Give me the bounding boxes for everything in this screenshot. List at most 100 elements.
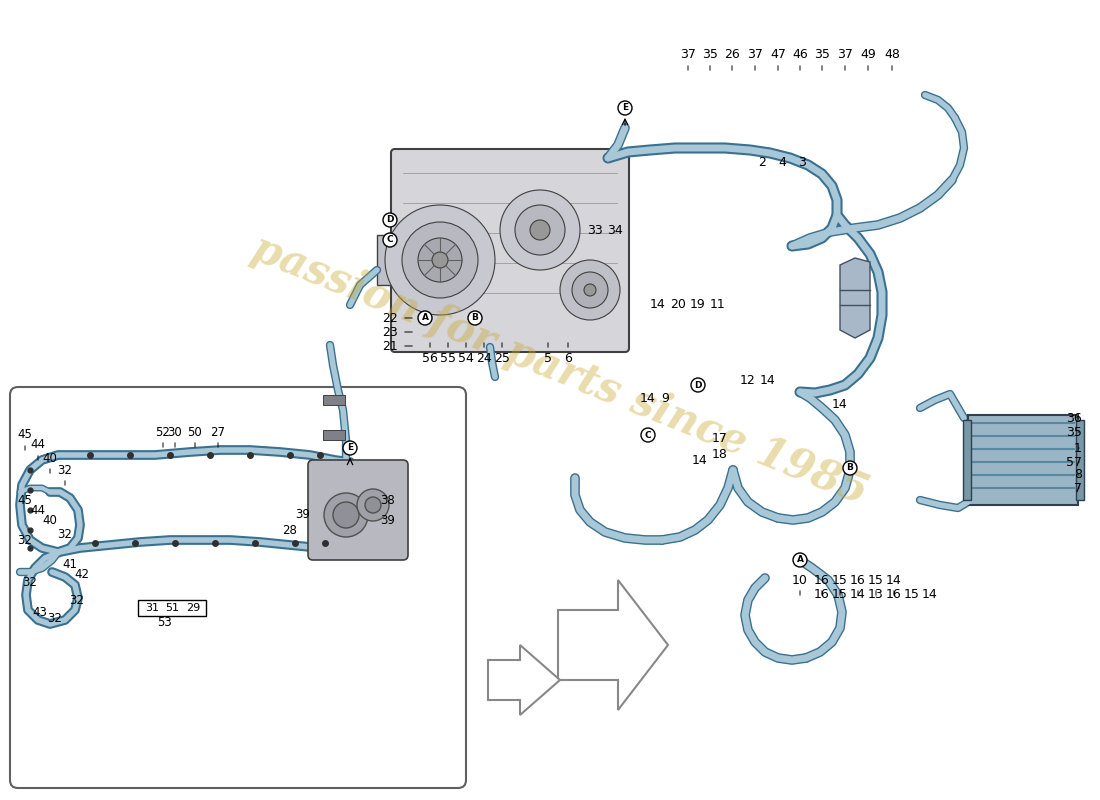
Text: 10: 10 [792, 574, 807, 586]
Text: 22: 22 [383, 311, 398, 325]
Text: 15: 15 [832, 589, 848, 602]
Text: 40: 40 [43, 514, 57, 526]
Text: 47: 47 [770, 49, 785, 62]
Text: 30: 30 [167, 426, 183, 438]
Bar [377, 235, 395, 285]
Text: 46: 46 [792, 49, 807, 62]
Polygon shape [558, 580, 668, 710]
Text: 52: 52 [155, 426, 170, 438]
Bar [968, 415, 1078, 505]
Circle shape [383, 213, 397, 227]
Polygon shape [488, 645, 560, 715]
Text: 25: 25 [494, 351, 510, 365]
Text: 16: 16 [850, 574, 866, 586]
Text: 29: 29 [186, 603, 200, 613]
Text: 27: 27 [210, 426, 225, 438]
FancyBboxPatch shape [308, 460, 408, 560]
Circle shape [358, 489, 389, 521]
Text: 14: 14 [692, 454, 708, 466]
Text: 14: 14 [850, 589, 866, 602]
Text: 43: 43 [33, 606, 47, 618]
Text: 31: 31 [145, 603, 160, 613]
Text: 40: 40 [43, 451, 57, 465]
Text: 15: 15 [904, 589, 920, 602]
Text: 37: 37 [837, 49, 852, 62]
Text: 34: 34 [607, 223, 623, 237]
Text: 35: 35 [814, 49, 829, 62]
Text: 55: 55 [440, 351, 456, 365]
Text: 45: 45 [18, 429, 32, 442]
Text: 35: 35 [702, 49, 718, 62]
Text: 16: 16 [814, 574, 829, 586]
Text: 33: 33 [587, 223, 603, 237]
Circle shape [793, 553, 807, 567]
Bar [323, 430, 345, 440]
Text: 8: 8 [1074, 469, 1082, 482]
Text: 32: 32 [47, 611, 63, 625]
Text: 14: 14 [887, 574, 902, 586]
Text: 12: 12 [740, 374, 756, 386]
Circle shape [343, 441, 358, 455]
Text: 36: 36 [1066, 411, 1082, 425]
Circle shape [515, 205, 565, 255]
Text: 16: 16 [814, 589, 829, 602]
Text: A: A [796, 555, 803, 565]
Text: 26: 26 [724, 49, 740, 62]
Text: 7: 7 [1074, 482, 1082, 494]
Text: 14: 14 [760, 374, 775, 386]
Text: 54: 54 [458, 351, 474, 365]
Circle shape [402, 222, 478, 298]
Text: 20: 20 [670, 298, 686, 311]
Circle shape [418, 311, 432, 325]
Circle shape [324, 493, 369, 537]
Text: 45: 45 [18, 494, 32, 506]
Text: 48: 48 [884, 49, 900, 62]
Circle shape [560, 260, 620, 320]
Text: 21: 21 [383, 339, 398, 353]
Text: 16: 16 [887, 589, 902, 602]
Circle shape [530, 220, 550, 240]
Bar [138, 600, 206, 616]
Text: E: E [346, 443, 353, 453]
Text: 50: 50 [188, 426, 202, 438]
Text: C: C [387, 235, 394, 245]
Text: 32: 32 [57, 529, 73, 542]
Bar [1076, 420, 1084, 500]
FancyBboxPatch shape [10, 387, 466, 788]
Text: 42: 42 [75, 569, 89, 582]
Text: 37: 37 [747, 49, 763, 62]
Text: 32: 32 [18, 534, 32, 546]
Text: 2: 2 [758, 155, 766, 169]
FancyBboxPatch shape [390, 149, 629, 352]
Circle shape [572, 272, 608, 308]
Text: 37: 37 [680, 49, 696, 62]
Polygon shape [840, 258, 870, 338]
Text: B: B [472, 314, 478, 322]
Text: 56: 56 [422, 351, 438, 365]
Text: 49: 49 [860, 49, 876, 62]
Text: 3: 3 [799, 155, 806, 169]
Text: 44: 44 [31, 438, 45, 451]
Text: E: E [621, 103, 628, 113]
Text: 32: 32 [23, 575, 37, 589]
Text: 15: 15 [868, 574, 884, 586]
Text: 19: 19 [690, 298, 706, 311]
Circle shape [385, 205, 495, 315]
Circle shape [843, 461, 857, 475]
Text: 44: 44 [31, 503, 45, 517]
Text: A: A [421, 314, 429, 322]
Circle shape [333, 502, 359, 528]
Text: 14: 14 [922, 589, 938, 602]
Text: 32: 32 [57, 463, 73, 477]
Text: 24: 24 [476, 351, 492, 365]
Circle shape [584, 284, 596, 296]
Bar [962, 420, 971, 500]
Text: 57: 57 [1066, 455, 1082, 469]
Text: 9: 9 [661, 391, 669, 405]
Text: 4: 4 [778, 155, 785, 169]
Circle shape [468, 311, 482, 325]
Text: 14: 14 [640, 391, 656, 405]
Text: 6: 6 [564, 351, 572, 365]
Text: 38: 38 [381, 494, 395, 506]
Bar [323, 395, 345, 405]
